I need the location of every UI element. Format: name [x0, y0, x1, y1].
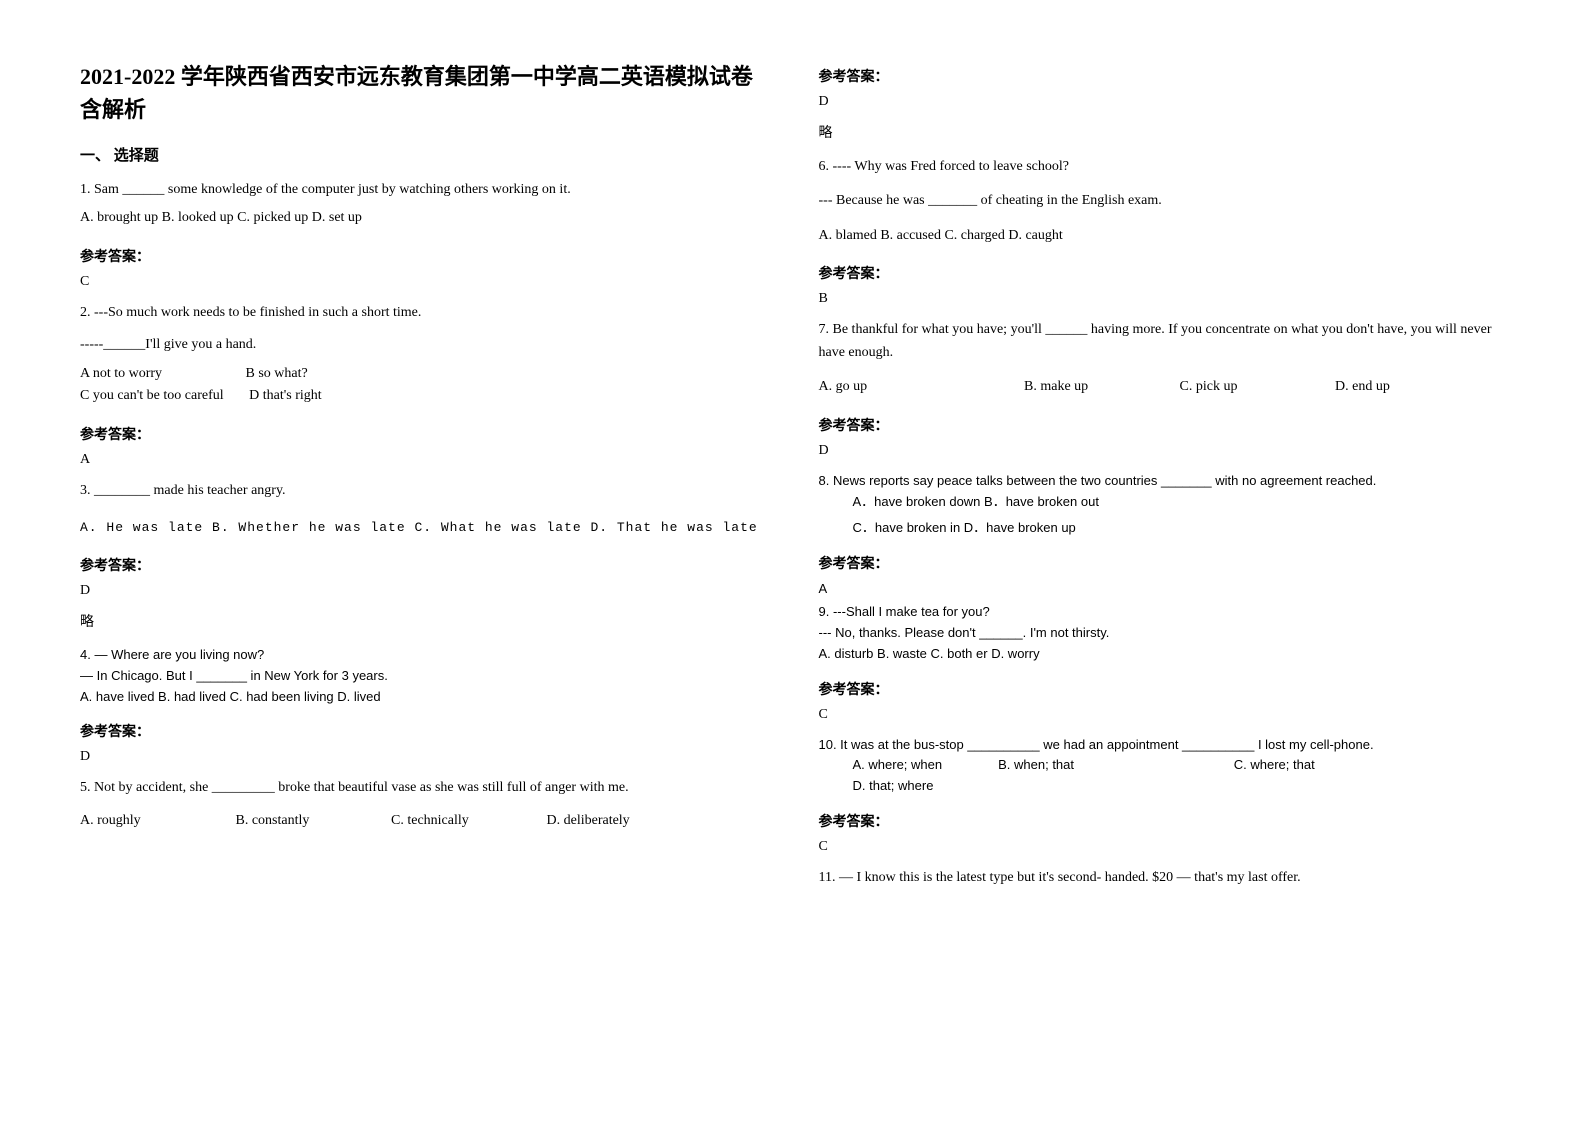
q5-answer: D — [819, 94, 1508, 110]
q2-opt-d: D that's right — [249, 383, 322, 410]
q2-line1: 2. ---So much work needs to be finished … — [80, 302, 769, 324]
q7-options: A. go up B. make up C. pick up D. end up — [819, 374, 1508, 401]
q1-answer: C — [80, 274, 769, 290]
q8-options-line2: C．have broken in D．have broken up — [819, 518, 1508, 539]
q7-opt-c: C. pick up — [1180, 374, 1310, 401]
q6-line2: --- Because he was _______ of cheating i… — [819, 190, 1508, 212]
answer-label: 参考答案： — [80, 721, 769, 741]
q10-opt-a: A. where; when — [853, 755, 973, 776]
question-6: 6. ---- Why was Fred forced to leave sch… — [819, 156, 1508, 249]
q10-answer: C — [819, 839, 1508, 855]
q6-options: A. blamed B. accused C. charged D. caugh… — [819, 223, 1508, 250]
answer-label: 参考答案： — [80, 246, 769, 266]
q5-opt-d: D. deliberately — [547, 808, 630, 835]
answer-label: 参考答案： — [80, 555, 769, 575]
question-5: 5. Not by accident, she _________ broke … — [80, 777, 769, 834]
exam-title: 2021-2022 学年陕西省西安市远东教育集团第一中学高二英语模拟试卷含解析 — [80, 60, 769, 126]
q2-answer: A — [80, 452, 769, 468]
q5-opt-b: B. constantly — [236, 808, 366, 835]
q4-line2: — In Chicago. But I _______ in New York … — [80, 666, 769, 687]
q3-answer: D — [80, 583, 769, 599]
question-2: 2. ---So much work needs to be finished … — [80, 302, 769, 410]
q1-text: 1. Sam ______ some knowledge of the comp… — [80, 179, 769, 201]
answer-label: 参考答案： — [819, 553, 1508, 573]
question-1: 1. Sam ______ some knowledge of the comp… — [80, 179, 769, 232]
q6-answer: B — [819, 291, 1508, 307]
question-8: 8. News reports say peace talks between … — [819, 471, 1508, 539]
skip-text: 略 — [80, 611, 769, 631]
q10-opt-d: D. that; where — [853, 776, 934, 797]
answer-label: 参考答案： — [819, 263, 1508, 283]
q8-answer: A — [819, 581, 1508, 596]
q10-options: A. where; when B. when; that C. where; t… — [819, 755, 1508, 797]
q9-options: A. disturb B. waste C. both er D. worry — [819, 644, 1508, 665]
question-11: 11. — I know this is the latest type but… — [819, 867, 1508, 889]
answer-label: 参考答案： — [819, 811, 1508, 831]
q9-line1: 9. ---Shall I make tea for you? — [819, 602, 1508, 623]
answer-label: 参考答案： — [819, 415, 1508, 435]
q4-line1: 4. — Where are you living now? — [80, 645, 769, 666]
q10-opt-c: C. where; that — [1234, 755, 1414, 776]
q3-options: A. He was late B. Whether he was late C.… — [80, 516, 769, 541]
left-column: 2021-2022 学年陕西省西安市远东教育集团第一中学高二英语模拟试卷含解析 … — [80, 60, 769, 903]
right-column: 参考答案： D 略 6. ---- Why was Fred forced to… — [819, 60, 1508, 903]
q5-opt-c: C. technically — [391, 808, 521, 835]
q7-opt-d: D. end up — [1335, 374, 1390, 401]
q11-text: 11. — I know this is the latest type but… — [819, 867, 1508, 889]
q10-opt-b: B. when; that — [998, 755, 1208, 776]
q2-options-row2: C you can't be too careful D that's righ… — [80, 383, 769, 410]
q2-line2: -----______I'll give you a hand. — [80, 334, 769, 356]
q1-options: A. brought up B. looked up C. picked up … — [80, 205, 769, 232]
q7-text: 7. Be thankful for what you have; you'll… — [819, 319, 1508, 364]
q9-line2: --- No, thanks. Please don't ______. I'm… — [819, 623, 1508, 644]
q4-answer: D — [80, 749, 769, 765]
section-heading: 一、 选择题 — [80, 144, 769, 165]
answer-label: 参考答案： — [819, 66, 1508, 86]
question-9: 9. ---Shall I make tea for you? --- No, … — [819, 602, 1508, 664]
q5-opt-a: A. roughly — [80, 808, 210, 835]
question-4: 4. — Where are you living now? — In Chic… — [80, 645, 769, 707]
page-columns: 2021-2022 学年陕西省西安市远东教育集团第一中学高二英语模拟试卷含解析 … — [80, 60, 1507, 903]
q8-text: 8. News reports say peace talks between … — [819, 471, 1508, 492]
answer-label: 参考答案： — [80, 424, 769, 444]
q4-options: A. have lived B. had lived C. had been l… — [80, 687, 769, 708]
question-3: 3. ________ made his teacher angry. A. H… — [80, 480, 769, 541]
q6-line1: 6. ---- Why was Fred forced to leave sch… — [819, 156, 1508, 178]
q9-answer: C — [819, 707, 1508, 723]
q7-answer: D — [819, 443, 1508, 459]
q8-options-line1: A．have broken down B．have broken out — [819, 492, 1508, 513]
q5-text: 5. Not by accident, she _________ broke … — [80, 777, 769, 799]
skip-text: 略 — [819, 122, 1508, 142]
question-10: 10. It was at the bus-stop __________ we… — [819, 735, 1508, 797]
q7-opt-b: B. make up — [1024, 374, 1154, 401]
q5-options: A. roughly B. constantly C. technically … — [80, 808, 769, 835]
q3-text: 3. ________ made his teacher angry. — [80, 480, 769, 502]
q10-text: 10. It was at the bus-stop __________ we… — [819, 735, 1508, 756]
question-7: 7. Be thankful for what you have; you'll… — [819, 319, 1508, 400]
q2-opt-c: C you can't be too careful — [80, 383, 224, 410]
answer-label: 参考答案： — [819, 679, 1508, 699]
q7-opt-a: A. go up — [819, 374, 999, 401]
